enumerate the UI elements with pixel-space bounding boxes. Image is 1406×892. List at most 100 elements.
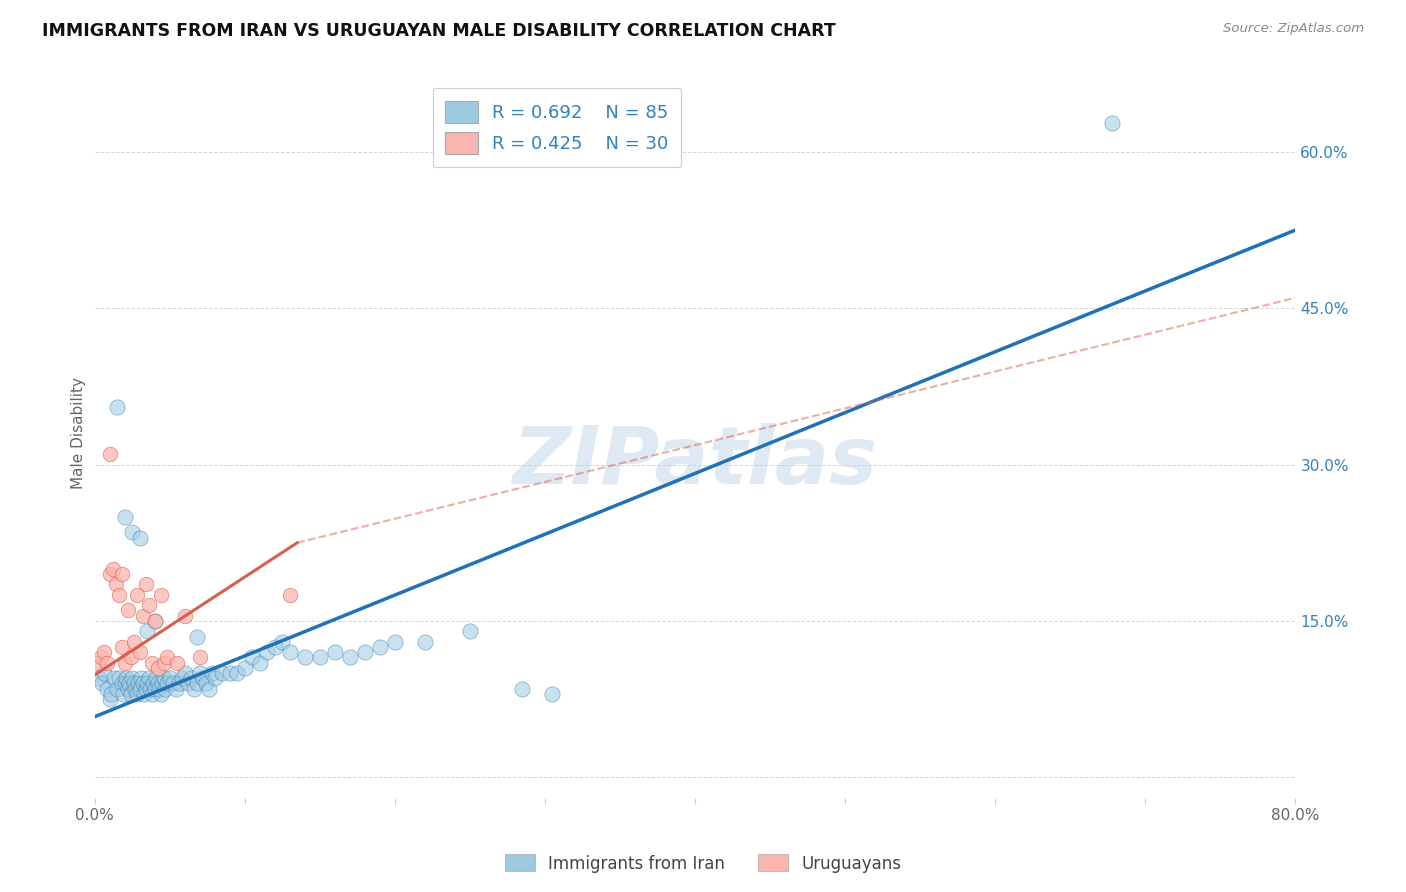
Point	[128, 645, 150, 659]
Point	[98, 692, 121, 706]
Point	[156, 676, 179, 690]
Point	[141, 687, 163, 701]
Point	[188, 650, 211, 665]
Point	[114, 656, 136, 670]
Point	[125, 687, 148, 701]
Point	[150, 676, 173, 690]
Point	[110, 640, 132, 654]
Point	[96, 681, 118, 696]
Point	[131, 676, 153, 690]
Point	[240, 650, 263, 665]
Point	[105, 401, 128, 415]
Point	[139, 681, 162, 696]
Point	[159, 671, 181, 685]
Point	[107, 588, 129, 602]
Text: ZIPatlas: ZIPatlas	[513, 424, 877, 501]
Point	[125, 588, 148, 602]
Point	[86, 656, 108, 670]
Point	[87, 671, 110, 685]
Point	[136, 676, 159, 690]
Point	[110, 566, 132, 581]
Point	[136, 624, 159, 639]
Point	[1101, 116, 1123, 130]
Point	[132, 687, 155, 701]
Point	[458, 624, 481, 639]
Point	[103, 671, 125, 685]
Y-axis label: Male Disability: Male Disability	[72, 377, 86, 490]
Point	[153, 681, 176, 696]
Point	[211, 665, 233, 680]
Point	[166, 656, 188, 670]
Point	[149, 687, 172, 701]
Point	[146, 676, 169, 690]
Point	[233, 661, 256, 675]
Point	[146, 661, 169, 675]
Point	[263, 640, 285, 654]
Point	[149, 588, 172, 602]
Point	[117, 603, 139, 617]
Point	[135, 681, 157, 696]
Point	[384, 634, 406, 648]
Point	[278, 645, 301, 659]
Point	[156, 650, 179, 665]
Text: Source: ZipAtlas.com: Source: ZipAtlas.com	[1223, 22, 1364, 36]
Point	[138, 671, 160, 685]
Point	[135, 577, 157, 591]
Point	[308, 650, 330, 665]
Point	[143, 614, 166, 628]
Point	[167, 676, 190, 690]
Point	[98, 447, 121, 461]
Point	[413, 634, 436, 648]
Point	[249, 656, 271, 670]
Point	[186, 676, 208, 690]
Point	[120, 650, 142, 665]
Legend: R = 0.692    N = 85, R = 0.425    N = 30: R = 0.692 N = 85, R = 0.425 N = 30	[433, 88, 681, 167]
Point	[173, 608, 195, 623]
Point	[96, 656, 118, 670]
Point	[218, 665, 240, 680]
Point	[122, 676, 145, 690]
Point	[120, 687, 142, 701]
Point	[170, 671, 193, 685]
Point	[512, 681, 534, 696]
Point	[194, 676, 217, 690]
Point	[101, 562, 124, 576]
Point	[165, 681, 187, 696]
Point	[162, 676, 184, 690]
Legend: Immigrants from Iran, Uruguayans: Immigrants from Iran, Uruguayans	[498, 847, 908, 880]
Point	[256, 645, 278, 659]
Point	[131, 608, 153, 623]
Point	[122, 634, 145, 648]
Point	[93, 665, 115, 680]
Point	[145, 671, 167, 685]
Point	[180, 671, 202, 685]
Point	[188, 665, 211, 680]
Point	[278, 588, 301, 602]
Point	[271, 634, 294, 648]
Point	[173, 665, 195, 680]
Point	[191, 671, 214, 685]
Point	[118, 676, 141, 690]
Point	[201, 665, 224, 680]
Point	[176, 676, 198, 690]
Point	[226, 665, 249, 680]
Point	[107, 671, 129, 685]
Point	[104, 577, 127, 591]
Point	[117, 681, 139, 696]
Point	[148, 681, 170, 696]
Point	[124, 681, 146, 696]
Point	[204, 671, 226, 685]
Text: IMMIGRANTS FROM IRAN VS URUGUAYAN MALE DISABILITY CORRELATION CHART: IMMIGRANTS FROM IRAN VS URUGUAYAN MALE D…	[42, 22, 837, 40]
Point	[368, 640, 391, 654]
Point	[541, 687, 564, 701]
Point	[197, 681, 219, 696]
Point	[141, 656, 163, 670]
Point	[138, 599, 160, 613]
Point	[93, 645, 115, 659]
Point	[121, 671, 143, 685]
Point	[143, 681, 166, 696]
Point	[129, 671, 152, 685]
Point	[127, 676, 149, 690]
Point	[90, 650, 112, 665]
Point	[323, 645, 346, 659]
